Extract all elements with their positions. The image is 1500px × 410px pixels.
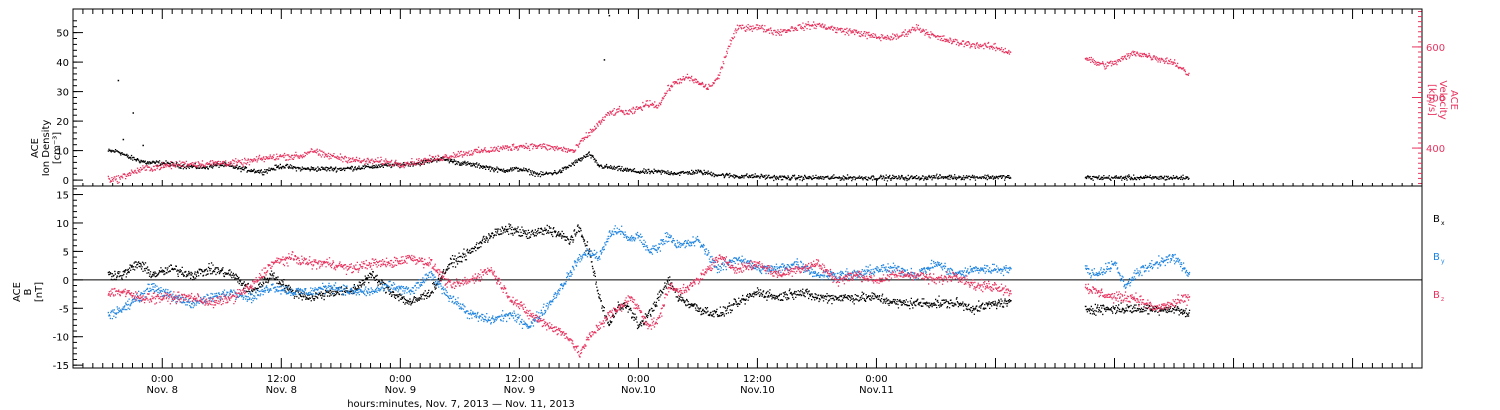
density-outlier xyxy=(603,59,606,61)
top-left-label-line1: ACE xyxy=(30,138,41,158)
velocity-series-points xyxy=(107,21,1012,185)
density-outlier xyxy=(142,144,144,147)
legend-bz-main: B xyxy=(1433,290,1440,301)
x-tick-date: Nov. 8 xyxy=(147,385,178,396)
bx-series-late-points xyxy=(1084,302,1191,318)
top-left-tick-label: 40 xyxy=(56,58,69,69)
x-tick-time: 0:00 xyxy=(865,374,887,385)
x-tick-time: 12:00 xyxy=(267,374,296,385)
x-tick-time: 0:00 xyxy=(389,374,411,385)
top-panel: 0 10 20 30 40 50 400 500 600 xyxy=(56,8,1445,187)
bottom-panel: -15 -10 -5 0 5 10 15 xyxy=(53,185,1423,372)
top-right-label-line2: Velocity xyxy=(1437,80,1448,119)
by-series-points xyxy=(107,225,1012,329)
top-left-label-line3: [cm⁻³] xyxy=(52,132,63,164)
legend-by: B y xyxy=(1433,252,1445,265)
bz-series-late-points xyxy=(1084,283,1191,312)
x-tick-time: 0:00 xyxy=(627,374,649,385)
top-right-tick-label: 500 xyxy=(1426,94,1445,105)
top-left-tick-label: 30 xyxy=(56,88,69,99)
top-left-label-line2: Ion Density xyxy=(41,120,52,177)
legend-bz: B z xyxy=(1433,290,1444,303)
bottom-left-label-line3: [nT] xyxy=(34,282,45,302)
by-series-late xyxy=(1084,253,1191,289)
top-right-axis-label: ACE Velocity [km/s] xyxy=(1426,80,1459,119)
bz-series xyxy=(107,251,1012,358)
x-tick-date: Nov.10 xyxy=(621,385,656,396)
density-series-late xyxy=(1084,174,1190,181)
bottom-tick-label: 5 xyxy=(63,247,69,258)
x-tick-date: Nov.11 xyxy=(859,385,894,396)
top-left-axis-label: ACE Ion Density [cm⁻³] xyxy=(30,120,63,177)
bz-series-late xyxy=(1084,283,1191,312)
top-left-tick-label: 20 xyxy=(56,117,69,128)
top-right-tick-label: 600 xyxy=(1426,43,1445,54)
bx-series xyxy=(107,223,1012,330)
top-right-label-line1: ACE xyxy=(1448,90,1459,110)
bottom-tick-label: -10 xyxy=(53,333,69,344)
bottom-panel-frame xyxy=(72,185,1423,369)
bx-series-late xyxy=(1084,302,1191,318)
x-tick-date: Nov. 9 xyxy=(504,385,535,396)
density-series-points xyxy=(107,148,1012,182)
bottom-tick-label: 10 xyxy=(56,219,69,230)
top-right-label-line3: [km/s] xyxy=(1426,84,1437,116)
bottom-tick-label: -5 xyxy=(59,304,69,315)
legend-by-main: B xyxy=(1433,252,1440,263)
x-tick-time: 0:00 xyxy=(151,374,173,385)
density-series-late-points xyxy=(1084,174,1190,181)
velocity-series-late-points xyxy=(1084,50,1190,76)
x-axis-label: hours:minutes, Nov. 7, 2013 — Nov. 11, 2… xyxy=(347,399,575,410)
bottom-left-label-line1: ACE xyxy=(12,282,23,302)
x-tick-date: Nov.10 xyxy=(740,385,775,396)
legend-bz-sub: z xyxy=(1441,296,1444,303)
x-tick-time: 12:00 xyxy=(505,374,534,385)
top-left-tick-label: 50 xyxy=(56,29,69,40)
legend-bx: B x xyxy=(1433,214,1445,227)
bottom-left-axis-label: ACE B [nT] xyxy=(12,282,45,302)
top-left-tick-label: 0 xyxy=(63,176,69,187)
bottom-tick-label: 0 xyxy=(63,276,69,287)
bottom-tick-label: 15 xyxy=(56,191,69,202)
top-right-tick-label: 400 xyxy=(1426,144,1445,155)
density-series xyxy=(107,148,1012,182)
velocity-series xyxy=(107,21,1012,185)
by-series xyxy=(107,225,1012,329)
legend-bx-sub: x xyxy=(1441,220,1445,227)
density-outlier xyxy=(132,112,135,114)
legend-bx-main: B xyxy=(1433,214,1440,225)
bx-series-points xyxy=(107,223,1012,330)
top-left-tick-label: 10 xyxy=(56,147,69,158)
x-tick-time: 12:00 xyxy=(743,374,772,385)
density-outlier xyxy=(608,14,611,17)
x-tick-date: Nov. 9 xyxy=(385,385,416,396)
velocity-series-late xyxy=(1084,50,1190,76)
x-tick-date: Nov. 8 xyxy=(266,385,297,396)
density-outlier xyxy=(122,138,125,141)
bottom-left-label-line2: B xyxy=(23,288,34,295)
bz-series-points xyxy=(107,251,1012,358)
density-outlier xyxy=(117,79,120,82)
bottom-tick-label: -15 xyxy=(53,361,69,372)
legend-by-sub: y xyxy=(1441,258,1445,265)
by-series-late-points xyxy=(1084,253,1191,289)
